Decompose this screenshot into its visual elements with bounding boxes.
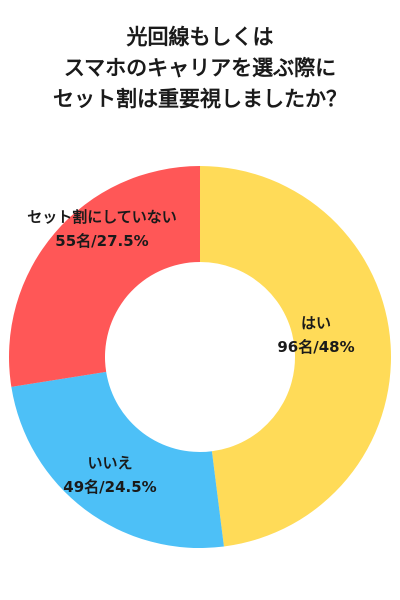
donut-slices — [8, 166, 392, 548]
chart-title: 光回線もしくは スマホのキャリアを選ぶ際に セット割は重要視しましたか？ — [0, 22, 400, 115]
chart-title-line-1: 光回線もしくは — [126, 25, 274, 49]
slice-no — [11, 371, 224, 548]
slice-yes-value-label: 96名/48% — [277, 338, 354, 356]
chart-title-line-3: セット割は重要視しましたか？ — [53, 87, 347, 111]
slice-no-set-discount-value-label: 55名/27.5% — [55, 232, 148, 250]
slice-no-value-label: 49名/24.5% — [63, 478, 156, 496]
chart-title-line-2: スマホのキャリアを選ぶ際に — [63, 56, 337, 80]
donut-labels: はい 96名/48% いいえ 49名/24.5% セット割にしていない 55名/27.5% — [27, 208, 354, 496]
slice-no-set-discount — [8, 166, 200, 387]
slice-no-label: いいえ — [87, 454, 132, 472]
slice-yes-label: はい — [301, 314, 331, 332]
slice-yes — [200, 166, 392, 547]
slice-no-set-discount-label: セット割にしていない — [27, 208, 177, 226]
